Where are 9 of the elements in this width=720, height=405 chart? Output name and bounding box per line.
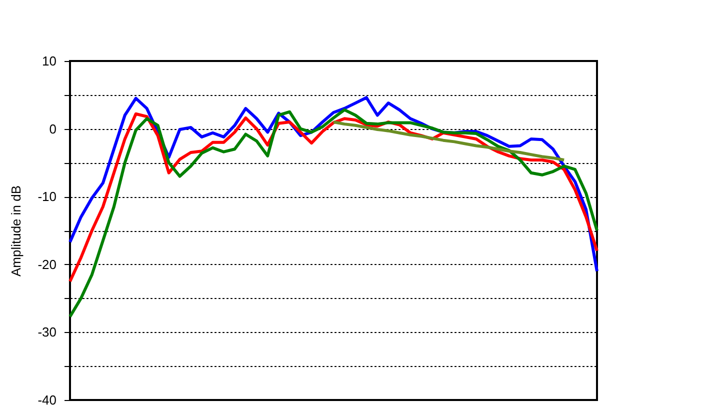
- y-tick-label: 0: [49, 121, 56, 136]
- y-tick-label: 10: [42, 54, 56, 68]
- y-tick-label: -10: [38, 189, 56, 204]
- line-series: [332, 120, 566, 162]
- y-tick-label: -40: [38, 392, 56, 405]
- y-axis-title: Amplitude in dB: [8, 185, 24, 277]
- y-tick-label: -30: [38, 324, 56, 340]
- line-series: [68, 108, 598, 318]
- y-tick-label: -20: [38, 256, 56, 272]
